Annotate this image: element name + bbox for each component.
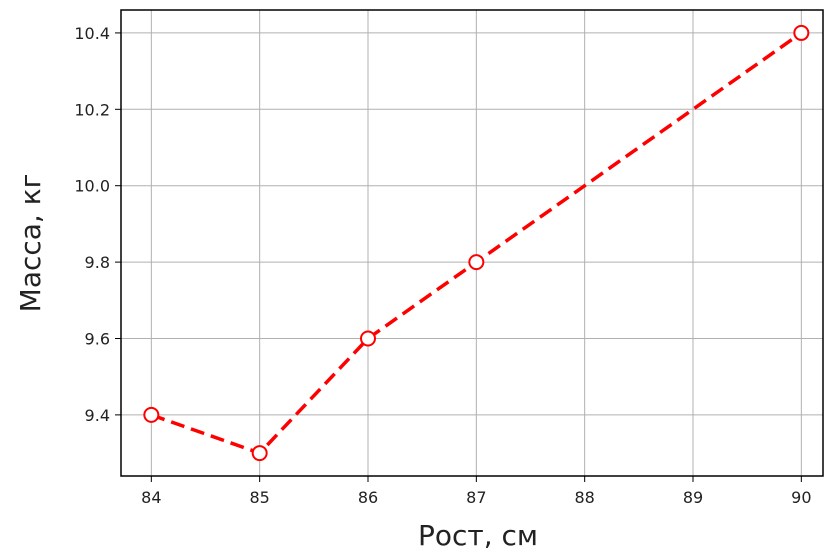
data-point — [793, 24, 810, 41]
x-tick-label: 89 — [683, 488, 703, 507]
y-tick-label: 10.2 — [74, 100, 110, 119]
plot-frame — [120, 9, 824, 477]
data-point — [468, 254, 485, 271]
series-line — [150, 31, 803, 455]
x-tick-label: 90 — [791, 488, 811, 507]
data-point — [360, 330, 376, 347]
x-tick-label: 84 — [141, 488, 161, 507]
y-tick-label: 10.0 — [74, 177, 110, 196]
y-tick-label: 9.6 — [85, 329, 110, 348]
y-tick-label: 9.4 — [85, 406, 110, 425]
y-tick-label: 10.4 — [74, 24, 110, 43]
ticks: 84 85 86 87 88 89 90 9.4 9.6 9.8 10.0 10.2 10.4 — [74, 24, 811, 507]
y-axis-label: Масса, кг — [14, 174, 47, 313]
y-tick-label: 9.8 — [85, 253, 110, 272]
grid — [121, 10, 823, 476]
data-point — [251, 445, 268, 462]
x-tick-label: 85 — [249, 488, 269, 507]
x-tick-label: 87 — [466, 488, 486, 507]
series-layer — [143, 24, 810, 462]
x-tick-label: 88 — [574, 488, 594, 507]
data-point — [143, 406, 160, 423]
x-axis-label: Рост, см — [418, 519, 538, 552]
x-tick-label: 86 — [358, 488, 378, 507]
